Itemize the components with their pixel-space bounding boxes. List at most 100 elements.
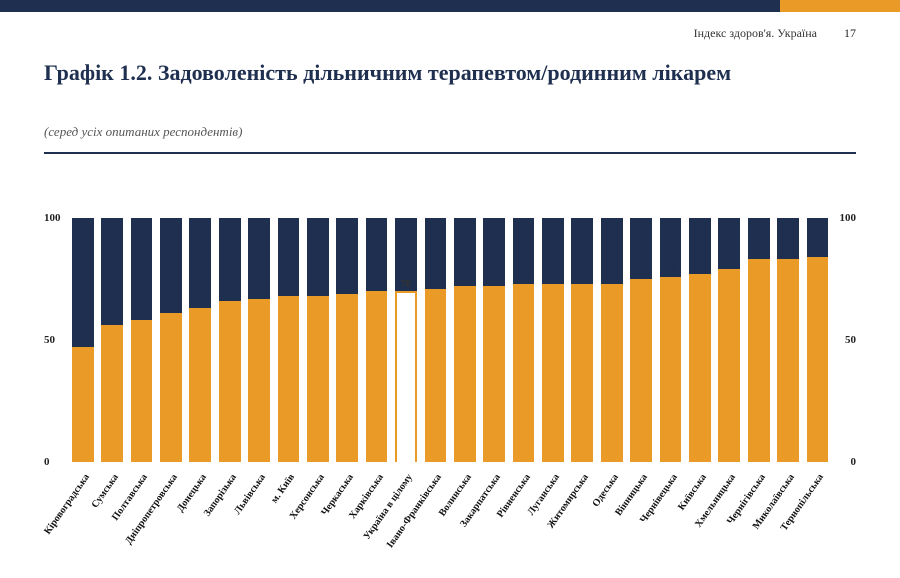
bar: 72 <box>450 218 479 462</box>
y-axis-right: 050100 <box>836 218 856 462</box>
bar: 70 <box>391 218 420 462</box>
bar-segment-top <box>101 218 123 325</box>
bar-segment-bottom: 70 <box>395 291 417 462</box>
x-label: Кіровоградська <box>68 468 97 558</box>
bar-segment-bottom: 71 <box>425 289 447 462</box>
bar-segment-bottom: 73 <box>601 284 623 462</box>
bar-segment-top <box>72 218 94 347</box>
bar: 47 <box>68 218 97 462</box>
bar: 73 <box>509 218 538 462</box>
bar-segment-bottom: 68 <box>278 296 300 462</box>
bar: 77 <box>685 218 714 462</box>
bar-segment-bottom: 70 <box>366 291 388 462</box>
bar: 73 <box>568 218 597 462</box>
bar-value-label: 67 <box>248 285 270 296</box>
bar-value-label: 69 <box>336 280 358 291</box>
bar-value-label: 66 <box>219 287 241 298</box>
bars-container: 4756586163666768686970707172727373737375… <box>68 218 832 462</box>
top-accent-orange <box>780 0 900 12</box>
bar-value-label: 76 <box>660 263 682 274</box>
bar: 61 <box>156 218 185 462</box>
bar-value-label: 63 <box>189 294 211 305</box>
bar-segment-bottom: 72 <box>483 286 505 462</box>
bar-value-label: 70 <box>397 279 415 290</box>
title-rule <box>44 152 856 154</box>
bar-segment-bottom: 67 <box>248 299 270 462</box>
bar-value-label: 73 <box>513 270 535 281</box>
bar-value-label: 68 <box>307 282 329 293</box>
page: Індекс здоров'я. Україна 17 Графік 1.2. … <box>0 0 900 578</box>
y-tick-right: 0 <box>851 456 857 468</box>
bar-value-label: 77 <box>689 260 711 271</box>
bar-segment-bottom: 73 <box>571 284 593 462</box>
bar-segment-bottom: 76 <box>660 277 682 462</box>
bar-segment-bottom: 66 <box>219 301 241 462</box>
page-number: 17 <box>844 26 856 41</box>
bar: 68 <box>274 218 303 462</box>
bar: 75 <box>626 218 655 462</box>
bar-value-label: 72 <box>483 272 505 283</box>
x-label: Дніпропетровська <box>156 468 185 558</box>
bar-segment-top <box>131 218 153 320</box>
bar: 66 <box>215 218 244 462</box>
x-label: Львівська <box>244 468 273 558</box>
bar-segment-bottom: 72 <box>454 286 476 462</box>
y-tick-left: 100 <box>44 212 61 224</box>
x-label: Житомирська <box>568 468 597 558</box>
bar: 70 <box>362 218 391 462</box>
bar: 76 <box>656 218 685 462</box>
bar-value-label: 68 <box>278 282 300 293</box>
top-accent-bar <box>0 0 900 12</box>
bar-value-label: 58 <box>131 306 153 317</box>
bar: 79 <box>715 218 744 462</box>
bar-value-label: 72 <box>454 272 476 283</box>
bar: 73 <box>538 218 567 462</box>
running-header: Індекс здоров'я. Україна 17 <box>694 26 856 41</box>
bar-value-label: 75 <box>630 265 652 276</box>
bar-value-label: 70 <box>366 277 388 288</box>
bar-segment-bottom: 68 <box>307 296 329 462</box>
y-axis-left: 050100 <box>44 218 64 462</box>
bar: 67 <box>244 218 273 462</box>
bar: 73 <box>597 218 626 462</box>
bar: 69 <box>333 218 362 462</box>
bar-value-label: 83 <box>777 245 799 256</box>
bar-segment-bottom: 58 <box>131 320 153 462</box>
bar-value-label: 84 <box>807 243 829 254</box>
x-axis-labels: КіровоградськаСумськаПолтавськаДніпропет… <box>68 468 832 558</box>
bar-value-label: 73 <box>601 270 623 281</box>
bar-segment-bottom: 83 <box>777 259 799 462</box>
x-label: Чернівецька <box>656 468 685 558</box>
top-accent-navy <box>0 0 780 12</box>
bar-segment-bottom: 47 <box>72 347 94 462</box>
bar: 83 <box>773 218 802 462</box>
bar-segment-bottom: 61 <box>160 313 182 462</box>
bar-value-label: 79 <box>718 255 740 266</box>
bar-value-label: 83 <box>748 245 770 256</box>
bar-value-label: 73 <box>571 270 593 281</box>
y-tick-right: 50 <box>845 334 856 346</box>
bar: 84 <box>803 218 832 462</box>
bar-value-label: 47 <box>72 333 94 344</box>
bar: 83 <box>744 218 773 462</box>
chart-area: 4756586163666768686970707172727373737375… <box>44 218 856 560</box>
bar-segment-bottom: 63 <box>189 308 211 462</box>
bar-value-label: 73 <box>542 270 564 281</box>
bar-segment-bottom: 79 <box>718 269 740 462</box>
x-label: Тернопільська <box>803 468 832 558</box>
bar-segment-bottom: 77 <box>689 274 711 462</box>
bar: 71 <box>421 218 450 462</box>
bar-segment-bottom: 73 <box>513 284 535 462</box>
bar: 68 <box>303 218 332 462</box>
bar-segment-bottom: 83 <box>748 259 770 462</box>
y-tick-right: 100 <box>840 212 857 224</box>
bar: 72 <box>479 218 508 462</box>
chart-subtitle: (серед усіх опитаних респондентів) <box>44 124 242 140</box>
bar: 56 <box>97 218 126 462</box>
bar-segment-bottom: 75 <box>630 279 652 462</box>
chart-title: Графік 1.2. Задоволеність дільничним тер… <box>44 60 856 85</box>
header-index-label: Індекс здоров'я. Україна <box>694 26 817 40</box>
bar: 63 <box>186 218 215 462</box>
bar-segment-bottom: 69 <box>336 294 358 462</box>
bar-value-label: 71 <box>425 275 447 286</box>
